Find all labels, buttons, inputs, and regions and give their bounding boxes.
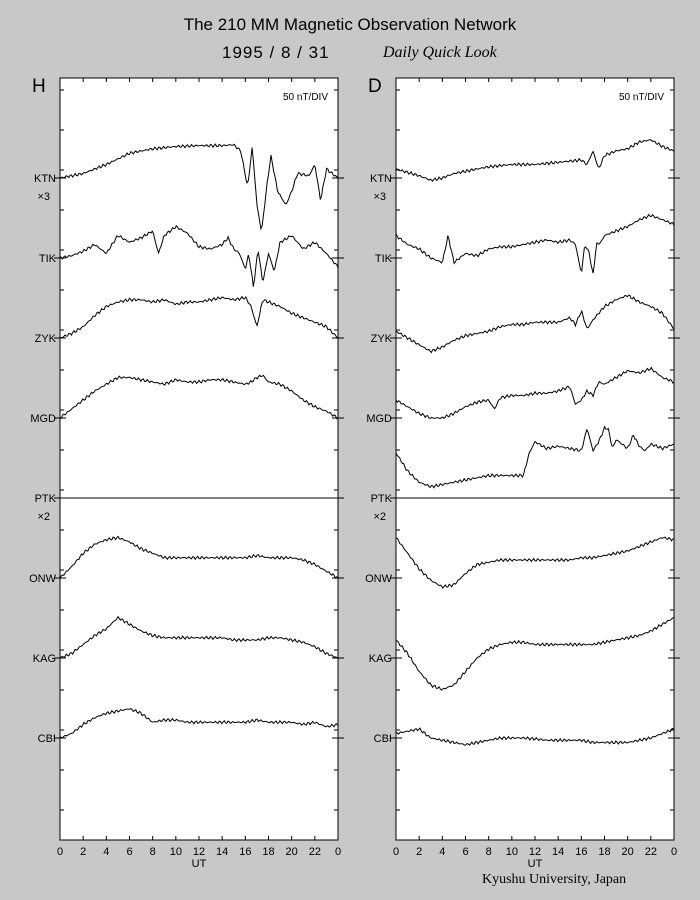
x-tick-label: 10 xyxy=(170,846,182,858)
series-line-TIK xyxy=(59,225,339,287)
series-line-ONW xyxy=(59,535,339,580)
station-label: KAG xyxy=(369,653,392,665)
x-tick-label: 14 xyxy=(552,846,564,858)
station-multiplier: ×3 xyxy=(373,191,386,203)
x-tick-label: 4 xyxy=(439,846,445,858)
station-label: TIK xyxy=(375,253,393,265)
series-line-CBI xyxy=(395,727,675,746)
x-tick-label: 18 xyxy=(262,846,274,858)
series-line-KAG xyxy=(395,616,675,691)
x-tick-label: 12 xyxy=(529,846,541,858)
station-label: CBI xyxy=(374,733,392,745)
x-tick-label: 20 xyxy=(286,846,298,858)
station-label: KTN xyxy=(370,173,392,185)
x-tick-label: 22 xyxy=(309,846,321,858)
quick-look-subtitle: Daily Quick Look xyxy=(383,44,497,61)
x-tick-label: 2 xyxy=(80,846,86,858)
x-tick-label: 16 xyxy=(575,846,587,858)
station-label: PTK xyxy=(371,493,393,505)
chart-title: The 210 MM Magnetic Observation Network xyxy=(183,15,517,34)
station-multiplier: ×2 xyxy=(373,511,386,523)
x-tick-label: 14 xyxy=(216,846,228,858)
x-tick-label: 4 xyxy=(103,846,109,858)
x-tick-label: 20 xyxy=(622,846,634,858)
panel-D: D 50 nT/DIV KTN ×3 TIK ZYK MGD PTK ×2 ONW KAG CBI 0 2… xyxy=(365,76,680,870)
series-line-KTN xyxy=(395,139,675,182)
series-line-CBI xyxy=(59,708,339,739)
x-tick-label: 8 xyxy=(150,846,156,858)
x-tick-label: 6 xyxy=(462,846,468,858)
x-tick-label: 0 xyxy=(671,846,677,858)
x-tick-label: 2 xyxy=(416,846,422,858)
series-line-TIK xyxy=(395,213,675,274)
station-label: MGD xyxy=(366,413,392,425)
series-line-KAG xyxy=(59,615,339,659)
panel-label: D xyxy=(368,76,382,97)
scale-label: 50 nT/DIV xyxy=(619,92,664,103)
x-tick-label: 6 xyxy=(126,846,132,858)
x-tick-label: 10 xyxy=(506,846,518,858)
x-tick-label: 0 xyxy=(335,846,341,858)
x-tick-label: 18 xyxy=(598,846,610,858)
station-label: CBI xyxy=(38,733,56,745)
panel-label: H xyxy=(32,76,46,97)
x-tick-label: 8 xyxy=(486,846,492,858)
x-tick-label: 0 xyxy=(393,846,399,858)
x-tick-label: 12 xyxy=(193,846,205,858)
panel-frame xyxy=(395,77,675,841)
station-label: KAG xyxy=(33,653,56,665)
x-tick-label: 16 xyxy=(239,846,251,858)
series-line-PTK xyxy=(395,425,675,489)
panel-frame xyxy=(59,77,339,841)
station-label: MGD xyxy=(30,413,56,425)
station-multiplier: ×2 xyxy=(37,511,50,523)
x-axis-label: UT xyxy=(528,858,543,870)
station-label: PTK xyxy=(35,493,57,505)
panel-H: H 50 nT/DIV KTN ×3 TIK ZYK MGD PTK ×2 ONW KAG CBI 0 2… xyxy=(29,76,344,870)
station-label: TIK xyxy=(39,253,57,265)
institution-credit: Kyushu University, Japan xyxy=(482,872,627,887)
station-label: ONW xyxy=(365,573,393,585)
station-label: KTN xyxy=(34,173,56,185)
x-tick-label: 22 xyxy=(645,846,657,858)
series-line-ZYK xyxy=(59,295,339,339)
x-tick-label: 0 xyxy=(57,846,63,858)
station-label: ZYK xyxy=(371,333,393,345)
series-line-KTN xyxy=(59,143,339,231)
scale-label: 50 nT/DIV xyxy=(283,92,328,103)
station-multiplier: ×3 xyxy=(37,191,50,203)
station-label: ZYK xyxy=(35,333,57,345)
series-line-ONW xyxy=(395,536,675,589)
station-label: ONW xyxy=(29,573,57,585)
series-line-ZYK xyxy=(395,294,675,354)
observation-date: 1995 / 8 / 31 xyxy=(222,43,330,62)
x-axis-label: UT xyxy=(192,858,207,870)
series-line-MGD xyxy=(395,366,675,420)
series-line-MGD xyxy=(59,374,339,420)
